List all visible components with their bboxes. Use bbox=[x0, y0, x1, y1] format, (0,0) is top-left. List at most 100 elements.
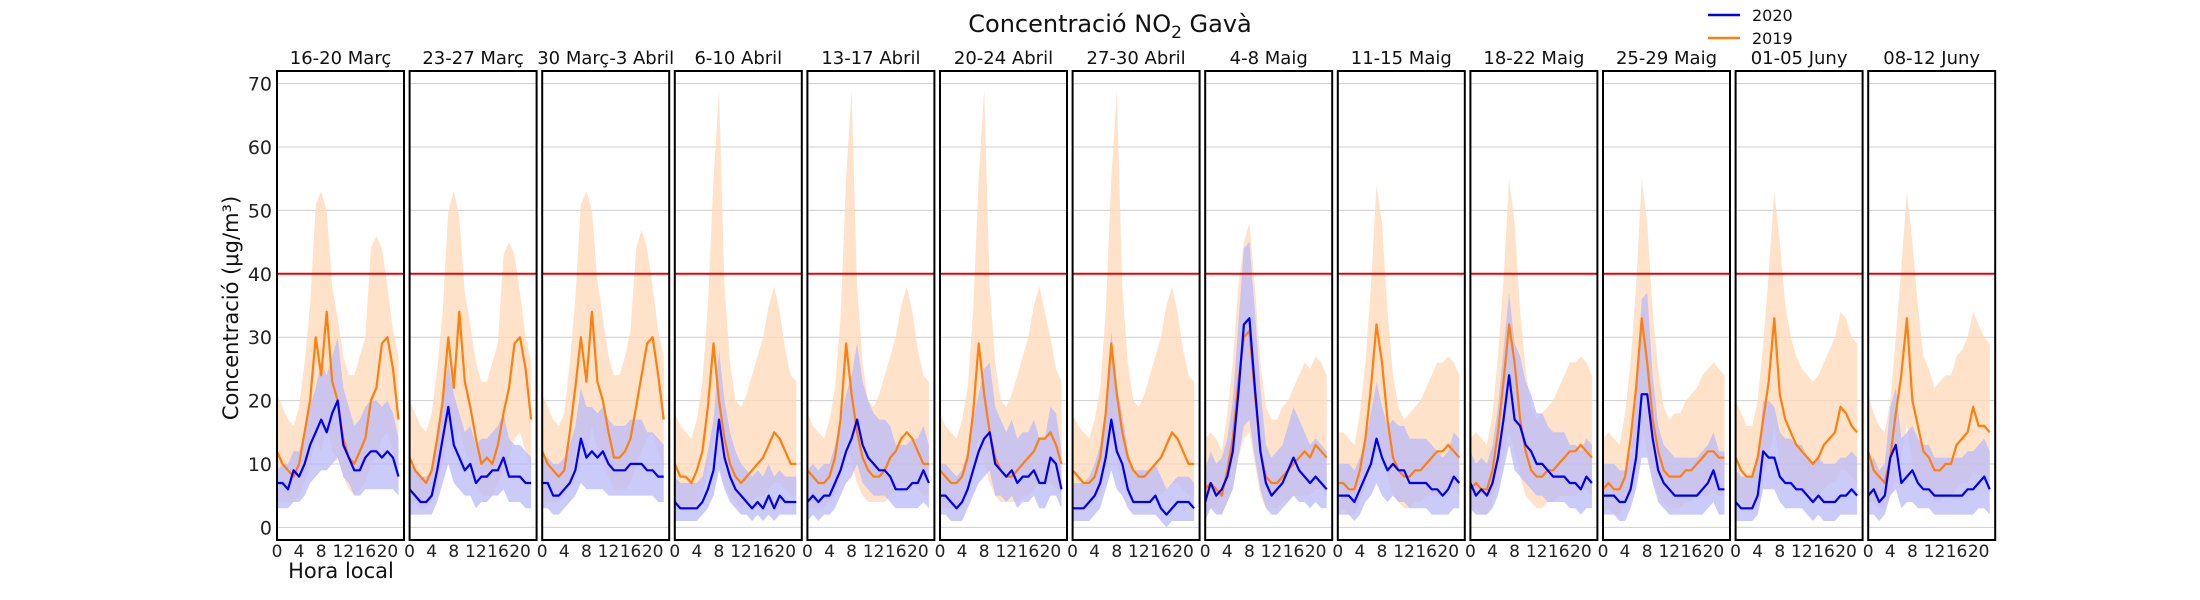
series-2019-line bbox=[542, 310, 665, 478]
panel-frame bbox=[541, 70, 671, 541]
panel-plot-area bbox=[1205, 223, 1333, 521]
x-tick-label: 20 bbox=[1968, 542, 1990, 562]
panel: 30 Març-3 Abril 0 4 8 12 16 20 bbox=[537, 48, 674, 562]
panel-frame bbox=[673, 70, 803, 541]
series-2020-line bbox=[674, 418, 797, 510]
chart-title-subscript: 2 bbox=[1171, 23, 1182, 43]
x-tick-label: 12 bbox=[1128, 542, 1150, 562]
x-tick-label: 8 bbox=[979, 542, 990, 562]
x-tick-label: 20 bbox=[1835, 542, 1857, 562]
panel: 08-12 Juny 0 4 8 12 16 20 bbox=[1863, 48, 1997, 562]
x-tick-label: 16 bbox=[1415, 542, 1437, 562]
x-tick-label: 0 bbox=[1863, 542, 1874, 562]
panel-title: 27-30 Abril bbox=[1087, 48, 1186, 69]
series-2020-line bbox=[1868, 443, 1991, 504]
x-tick-label: 0 bbox=[669, 542, 680, 562]
x-tick-label: 4 bbox=[824, 542, 835, 562]
x-tick-label: 16 bbox=[1548, 542, 1570, 562]
chart-title-suffix: Gavà bbox=[1182, 10, 1252, 38]
band-2020 bbox=[674, 349, 797, 521]
x-tick-label: 8 bbox=[1509, 542, 1520, 562]
panel-title: 11-15 Maig bbox=[1351, 48, 1452, 69]
x-tick-label: 12 bbox=[1261, 542, 1283, 562]
panel-title: 16-20 Març bbox=[290, 48, 392, 69]
series-2020-line bbox=[277, 399, 400, 491]
x-tick-label: 8 bbox=[1244, 542, 1255, 562]
y-tick-label: 0 bbox=[260, 517, 272, 539]
x-tick-label: 16 bbox=[487, 542, 509, 562]
series-2019-line bbox=[1470, 323, 1593, 491]
series-2020-line bbox=[409, 405, 532, 504]
panel: 25-29 Maig 0 4 8 12 16 20 bbox=[1598, 48, 1731, 562]
panel-plot-area bbox=[807, 90, 935, 521]
x-tick-label: 4 bbox=[1752, 542, 1763, 562]
x-tick-label: 20 bbox=[907, 542, 929, 562]
panel-plot-area bbox=[409, 191, 537, 515]
y-axis-label: Concentració (μg/m³) bbox=[219, 196, 243, 420]
x-tick-label: 12 bbox=[730, 542, 752, 562]
panel-frame bbox=[806, 70, 936, 541]
x-tick-label: 4 bbox=[691, 542, 702, 562]
panel-frame bbox=[1071, 70, 1201, 541]
panel-title: 18-22 Maig bbox=[1483, 48, 1584, 69]
panel-title: 08-12 Juny bbox=[1883, 48, 1980, 69]
chart-title-prefix: Concentració NO bbox=[968, 10, 1171, 38]
x-tick-label: 12 bbox=[1526, 542, 1548, 562]
x-tick-label: 4 bbox=[1885, 542, 1896, 562]
panel-plot-area bbox=[674, 90, 802, 521]
panel-plot-area bbox=[277, 191, 404, 509]
x-tick-label: 20 bbox=[377, 542, 399, 562]
x-tick-label: 12 bbox=[1924, 542, 1946, 562]
x-tick-label: 8 bbox=[714, 542, 725, 562]
panel-frame bbox=[1734, 70, 1864, 541]
x-tick-label: 0 bbox=[935, 542, 946, 562]
x-tick-label: 8 bbox=[1642, 542, 1653, 562]
panel-title: 4-8 Maig bbox=[1230, 48, 1308, 69]
x-tick-label: 20 bbox=[1570, 542, 1592, 562]
x-tick-label: 0 bbox=[404, 542, 415, 562]
series-2020-line bbox=[1470, 374, 1593, 497]
panel-frame bbox=[1602, 70, 1731, 541]
x-tick-label: 4 bbox=[1487, 542, 1498, 562]
series-2019-line bbox=[1072, 342, 1195, 485]
panel-title: 30 Març-3 Abril bbox=[537, 48, 674, 69]
panel-plot-area bbox=[1735, 191, 1863, 521]
panel: 27-30 Abril 0 4 8 12 16 20 bbox=[1067, 48, 1201, 562]
x-tick-label: 20 bbox=[1437, 542, 1459, 562]
x-tick-label: 20 bbox=[642, 542, 664, 562]
panel: 01-05 Juny 0 4 8 12 16 20 bbox=[1730, 48, 1864, 562]
y-tick-label: 40 bbox=[248, 264, 272, 286]
band-2020 bbox=[277, 337, 399, 509]
panel-frame bbox=[276, 70, 405, 541]
y-tick-label: 60 bbox=[248, 137, 272, 159]
x-tick-label: 0 bbox=[272, 542, 283, 562]
band-2020 bbox=[1205, 242, 1327, 521]
band-2020 bbox=[1868, 387, 1990, 521]
band-2020 bbox=[409, 362, 532, 515]
panel: 18-22 Maig 0 4 8 12 16 20 bbox=[1465, 48, 1599, 562]
x-tick-label: 8 bbox=[1774, 542, 1785, 562]
x-tick-label: 20 bbox=[1703, 542, 1725, 562]
x-tick-label: 12 bbox=[863, 542, 885, 562]
panel-title: 23-27 Març bbox=[422, 48, 524, 69]
panel-frame bbox=[1336, 70, 1466, 541]
panel: 11-15 Maig 0 4 8 12 16 20 bbox=[1332, 48, 1466, 562]
x-tick-label: 12 bbox=[598, 542, 620, 562]
panel: 13-17 Abril 0 4 8 12 16 20 bbox=[802, 48, 936, 562]
series-2020-line bbox=[807, 418, 930, 504]
x-tick-label: 8 bbox=[1907, 542, 1918, 562]
x-tick-label: 16 bbox=[1681, 542, 1703, 562]
series-2020-line bbox=[542, 437, 664, 497]
x-tick-label: 8 bbox=[316, 542, 327, 562]
x-tick-label: 8 bbox=[1377, 542, 1388, 562]
x-tick-label: 0 bbox=[1332, 542, 1343, 562]
x-tick-label: 16 bbox=[1283, 542, 1305, 562]
series-2019-line bbox=[1735, 317, 1858, 478]
x-tick-label: 12 bbox=[332, 542, 354, 562]
band-2019 bbox=[1072, 90, 1195, 509]
x-tick-label: 0 bbox=[1730, 542, 1741, 562]
x-tick-label: 4 bbox=[1222, 542, 1233, 562]
x-tick-label: 0 bbox=[1067, 542, 1078, 562]
